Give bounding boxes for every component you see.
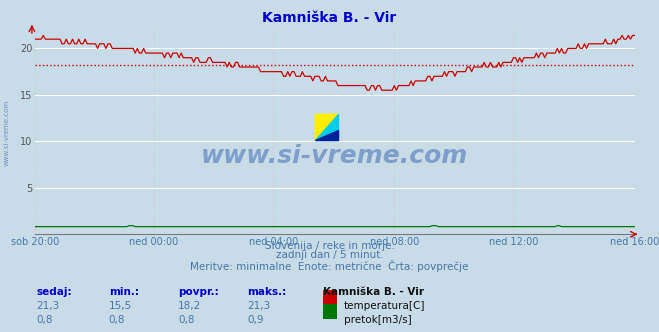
Text: maks.:: maks.: <box>247 287 287 297</box>
Text: www.si-vreme.com: www.si-vreme.com <box>201 144 469 168</box>
Text: 15,5: 15,5 <box>109 301 132 311</box>
Text: 0,8: 0,8 <box>178 315 194 325</box>
Text: 0,9: 0,9 <box>247 315 264 325</box>
Text: Slovenija / reke in morje.: Slovenija / reke in morje. <box>264 241 395 251</box>
Text: min.:: min.: <box>109 287 139 297</box>
Text: www.si-vreme.com: www.si-vreme.com <box>3 100 10 166</box>
Text: Kamniška B. - Vir: Kamniška B. - Vir <box>262 11 397 25</box>
Text: 21,3: 21,3 <box>247 301 270 311</box>
Polygon shape <box>316 114 338 140</box>
Text: zadnji dan / 5 minut.: zadnji dan / 5 minut. <box>275 250 384 260</box>
Text: 0,8: 0,8 <box>109 315 125 325</box>
Polygon shape <box>316 130 338 140</box>
Text: pretok[m3/s]: pretok[m3/s] <box>344 315 412 325</box>
Polygon shape <box>316 114 338 140</box>
Text: 0,8: 0,8 <box>36 315 53 325</box>
Text: temperatura[C]: temperatura[C] <box>344 301 426 311</box>
Text: sedaj:: sedaj: <box>36 287 72 297</box>
Text: povpr.:: povpr.: <box>178 287 219 297</box>
Text: 21,3: 21,3 <box>36 301 59 311</box>
Text: Kamniška B. - Vir: Kamniška B. - Vir <box>323 287 424 297</box>
Text: 18,2: 18,2 <box>178 301 201 311</box>
Text: Meritve: minimalne  Enote: metrične  Črta: povprečje: Meritve: minimalne Enote: metrične Črta:… <box>190 260 469 272</box>
